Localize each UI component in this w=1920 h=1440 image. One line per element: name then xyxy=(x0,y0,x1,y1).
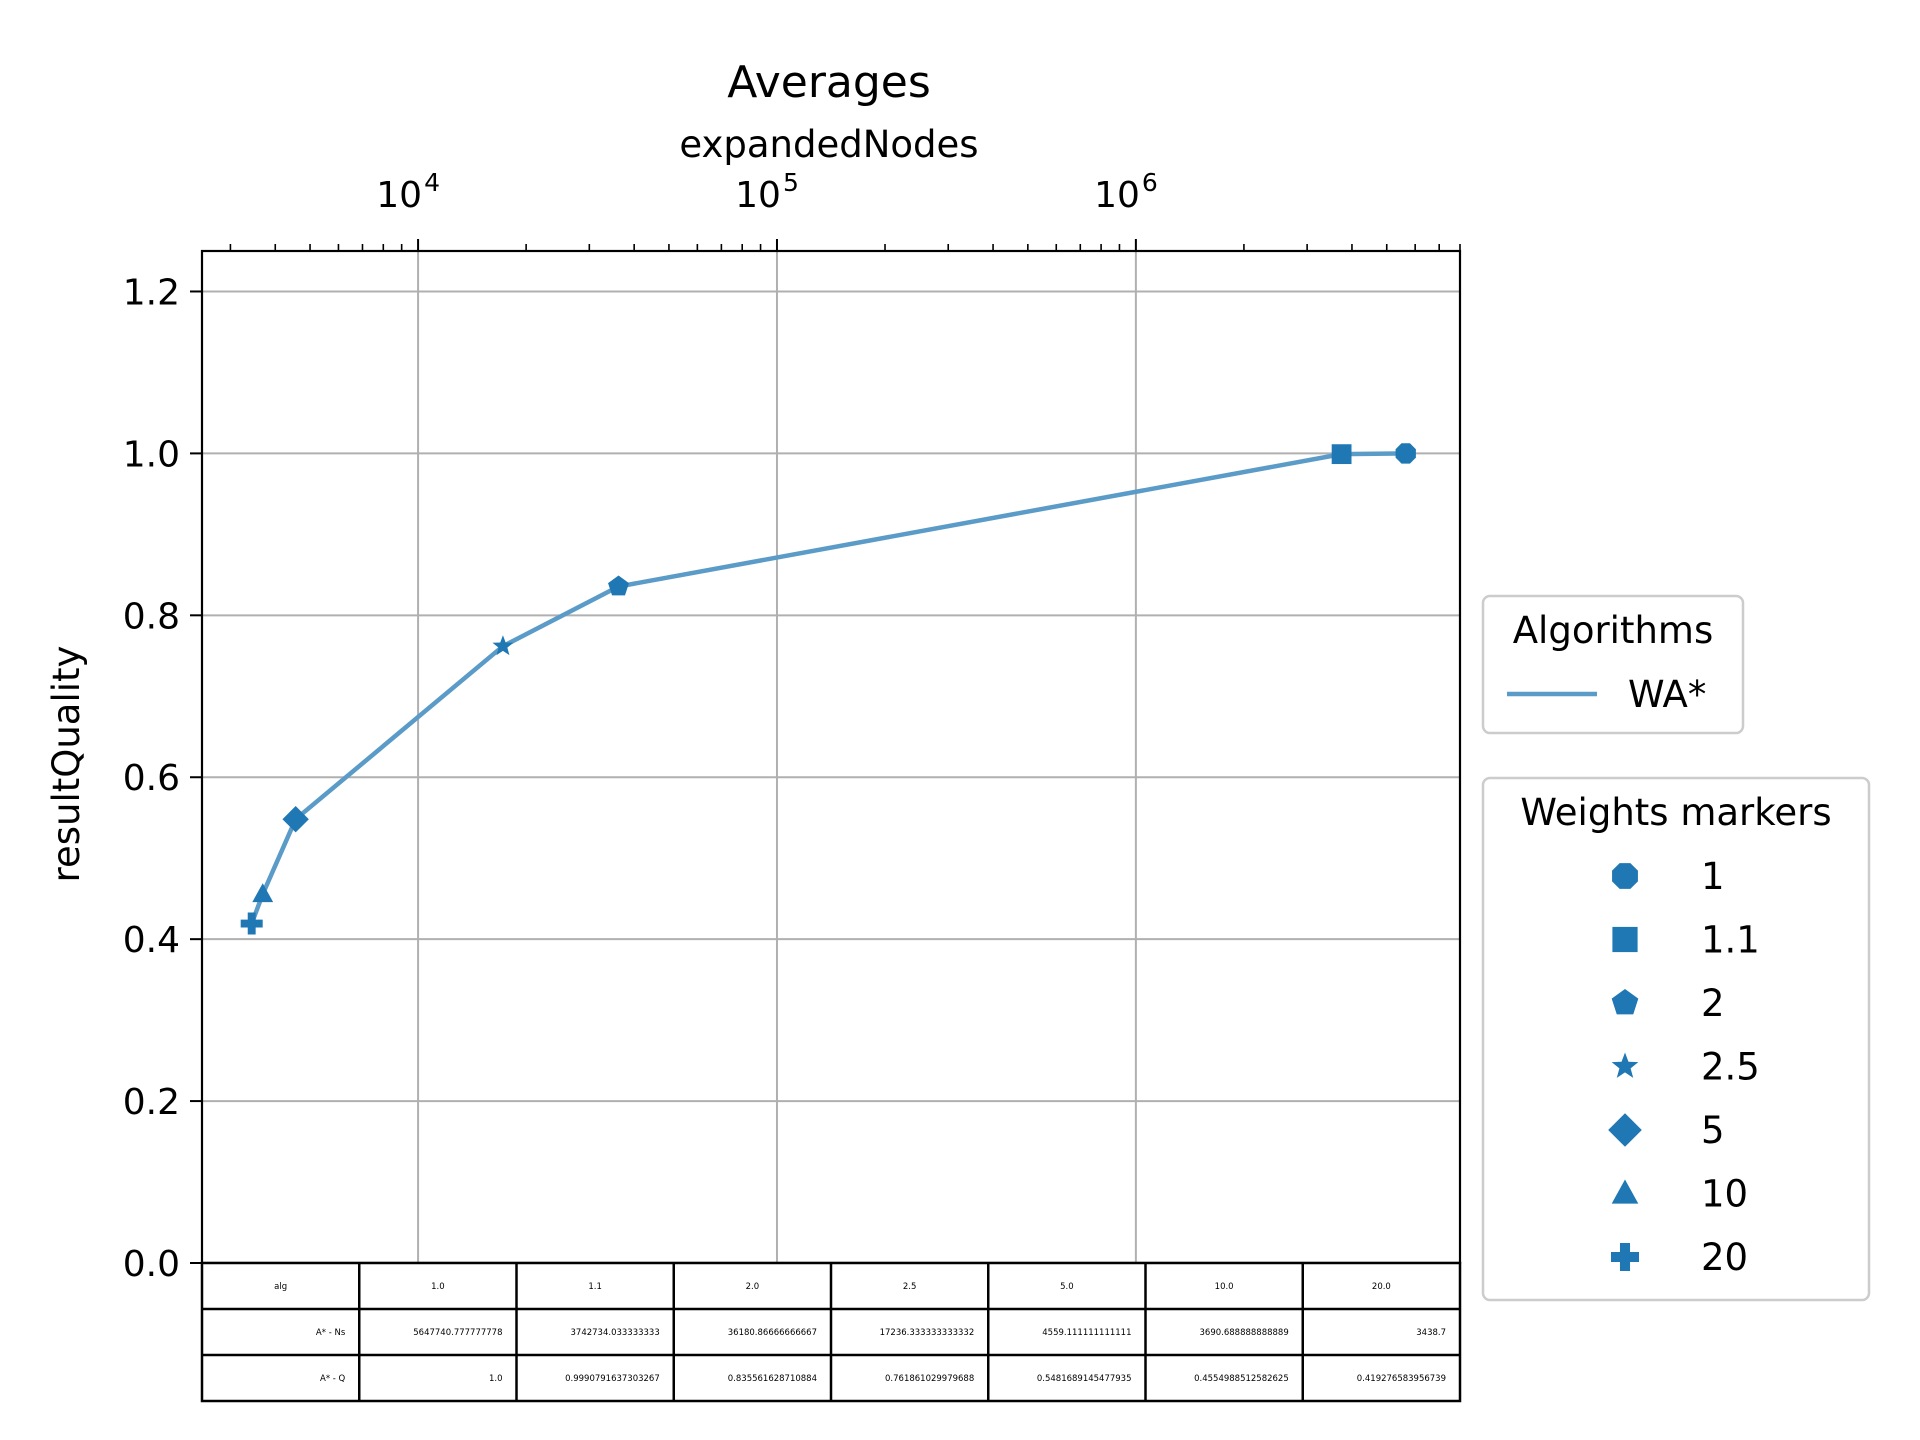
table-cell: 5647740.777777778 xyxy=(413,1328,502,1338)
data-point-weight-20 xyxy=(240,912,263,935)
table-cell: 36180.86666666667 xyxy=(728,1328,817,1338)
y-tick-label: 0.2 xyxy=(123,1082,180,1123)
table-cell: 1.0 xyxy=(489,1374,503,1384)
legend-weight-label: 10 xyxy=(1701,1173,1748,1216)
y-axis-label: resultQuality xyxy=(45,646,88,883)
table-cell: 0.9990791637303267 xyxy=(565,1374,660,1384)
table-cell: 1.1 xyxy=(588,1282,602,1292)
axes: 0.00.20.40.60.81.01.210 4 10 5 10 6 xyxy=(123,168,1462,1285)
legend-weights-box xyxy=(1481,776,1871,1302)
table-cell: A* - Ns xyxy=(316,1328,346,1338)
data-point-weight-10 xyxy=(252,883,274,903)
legend-marker-diamond xyxy=(1608,1113,1642,1147)
x-tick-label-exponent: 6 xyxy=(1142,168,1158,197)
legends: Algorithms WA* Weights markers 1 1.1 2 2.5 5 10 2… xyxy=(1481,594,1871,1302)
data-table: alg 1.0 1.1 2.0 2.5 5.0 10.0 20.0 A* - Ns 5647740… xyxy=(200,1261,1462,1403)
table-cell: 0.5481689145477935 xyxy=(1037,1374,1132,1384)
table-cell: 0.419276583956739 xyxy=(1357,1374,1446,1384)
legend-marker-octagon xyxy=(1612,863,1638,889)
table-cell: alg xyxy=(274,1282,287,1292)
legend-marker-pentagon xyxy=(1611,989,1639,1015)
table-cell: 3742734.033333333 xyxy=(571,1328,660,1338)
y-tick-label: 0.8 xyxy=(123,596,180,637)
legend-marker-star xyxy=(1611,1052,1639,1078)
table-cell: 4559.111111111111 xyxy=(1042,1328,1131,1338)
data-point-weight-5 xyxy=(282,806,309,833)
x-tick-label-base: 10 xyxy=(376,175,422,216)
x-tick-label-base: 10 xyxy=(1094,175,1140,216)
legend-algorithms-box xyxy=(1481,594,1745,735)
y-tick-label: 1.0 xyxy=(123,434,180,475)
legend-weight-label: 2.5 xyxy=(1701,1046,1760,1089)
y-tick-label: 1.2 xyxy=(123,272,180,313)
legend-weights-title: Weights markers xyxy=(1520,791,1831,834)
grid xyxy=(202,251,1460,1264)
legend-weight-label: 1.1 xyxy=(1701,919,1760,962)
table-cell: A* - Q xyxy=(320,1374,346,1384)
legend-algorithms-title: Algorithms xyxy=(1513,609,1713,652)
legend-algorithms-entry: WA* xyxy=(1628,673,1706,716)
data-point-weight-2-5 xyxy=(492,635,514,656)
table-cell: 2.0 xyxy=(746,1282,760,1292)
y-tick-label: 0.4 xyxy=(123,920,180,961)
table-cell: 0.4554988512582625 xyxy=(1194,1374,1289,1384)
legend-weight-label: 2 xyxy=(1701,982,1725,1025)
data-point-weight-2 xyxy=(608,575,629,596)
plot-area xyxy=(240,443,1416,935)
table-cell: 1.0 xyxy=(431,1282,445,1292)
x-tick-label-exponent: 5 xyxy=(783,168,799,197)
table-cell: 2.5 xyxy=(903,1282,917,1292)
data-point-weight-1-1 xyxy=(1331,444,1352,465)
x-axis-label: expandedNodes xyxy=(679,123,978,166)
legend-weight-label: 5 xyxy=(1701,1109,1725,1152)
data-point-weight-1 xyxy=(1395,443,1416,464)
legend-weight-label: 20 xyxy=(1701,1236,1748,1279)
legend-marker-triangle xyxy=(1611,1179,1639,1204)
table-cell: 0.761861029979688 xyxy=(885,1374,974,1384)
y-tick-label: 0.6 xyxy=(123,758,180,799)
table-cell: 5.0 xyxy=(1060,1282,1074,1292)
y-tick-label: 0.0 xyxy=(123,1244,180,1285)
table-cell: 3438.7 xyxy=(1416,1328,1446,1338)
legend-marker-plus xyxy=(1611,1243,1639,1271)
table-cell: 10.0 xyxy=(1215,1282,1234,1292)
table-cell: 17236.333333333332 xyxy=(880,1328,975,1338)
x-tick-label-base: 10 xyxy=(735,175,781,216)
legend-weight-label: 1 xyxy=(1701,855,1725,898)
table-cell: 20.0 xyxy=(1372,1282,1391,1292)
table-cell: 0.835561628710884 xyxy=(728,1374,817,1384)
x-tick-label-exponent: 4 xyxy=(424,168,440,197)
table-cell: 3690.688888888889 xyxy=(1200,1328,1289,1338)
chart-title: Averages xyxy=(727,57,931,108)
legend-marker-square xyxy=(1612,926,1638,953)
